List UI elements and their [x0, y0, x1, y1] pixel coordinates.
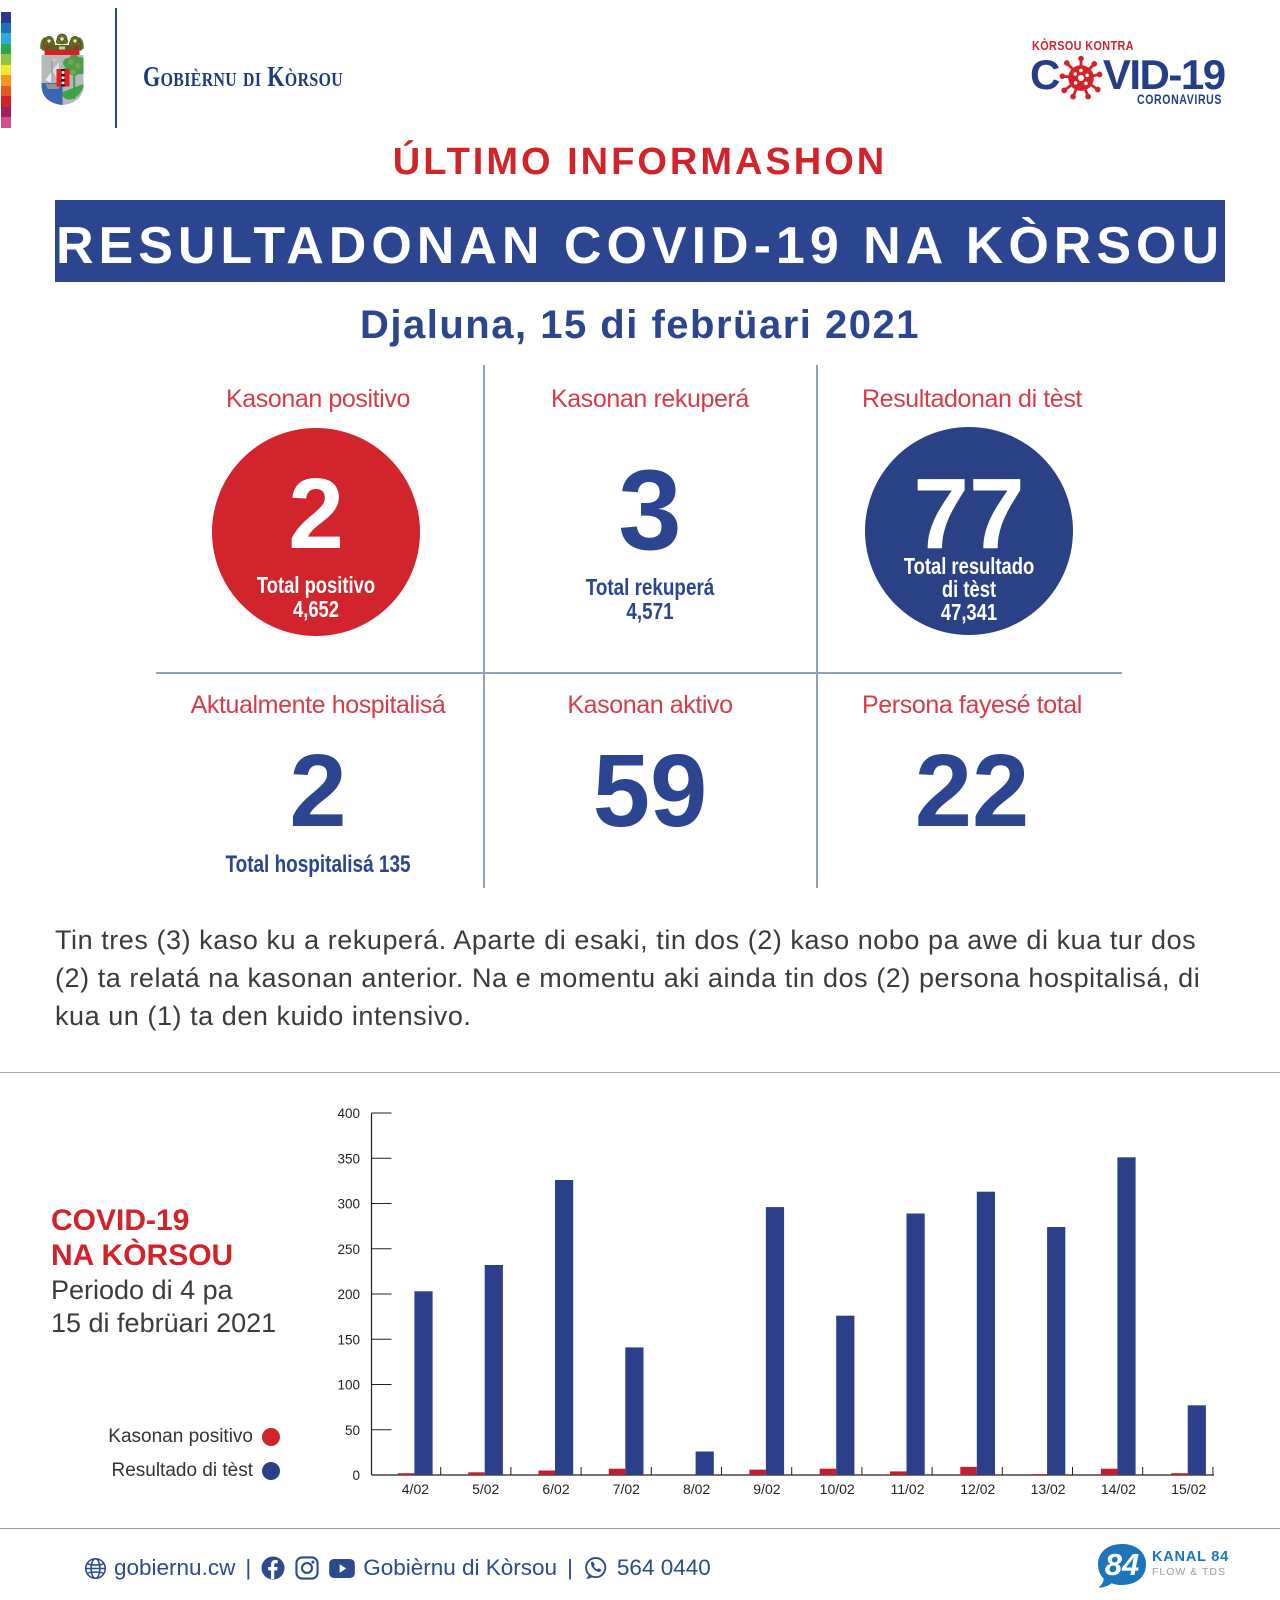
svg-text:5/02: 5/02 — [472, 1481, 499, 1497]
svg-text:FLOW & TDS: FLOW & TDS — [1152, 1566, 1226, 1578]
svg-text:350: 350 — [337, 1151, 360, 1166]
svg-text:6/02: 6/02 — [542, 1481, 569, 1497]
svg-text:10/02: 10/02 — [820, 1481, 855, 1497]
svg-text:84: 84 — [1105, 1547, 1139, 1582]
svg-text:4/02: 4/02 — [402, 1481, 429, 1497]
svg-text:200: 200 — [337, 1287, 360, 1302]
svg-text:11/02: 11/02 — [891, 1481, 925, 1497]
svg-text:400: 400 — [337, 1106, 360, 1121]
svg-text:15/02: 15/02 — [1171, 1481, 1206, 1497]
svg-text:12/02: 12/02 — [960, 1481, 995, 1497]
svg-text:150: 150 — [337, 1332, 360, 1347]
svg-text:0: 0 — [352, 1468, 360, 1483]
svg-text:100: 100 — [337, 1378, 360, 1393]
svg-text:300: 300 — [337, 1197, 360, 1212]
svg-text:7/02: 7/02 — [613, 1481, 640, 1497]
svg-text:8/02: 8/02 — [683, 1481, 710, 1497]
svg-text:50: 50 — [345, 1423, 360, 1438]
svg-text:KANAL 84: KANAL 84 — [1152, 1549, 1229, 1565]
svg-text:9/02: 9/02 — [753, 1481, 780, 1497]
svg-text:250: 250 — [337, 1242, 360, 1257]
svg-text:14/02: 14/02 — [1101, 1481, 1136, 1497]
svg-text:13/02: 13/02 — [1031, 1481, 1066, 1497]
